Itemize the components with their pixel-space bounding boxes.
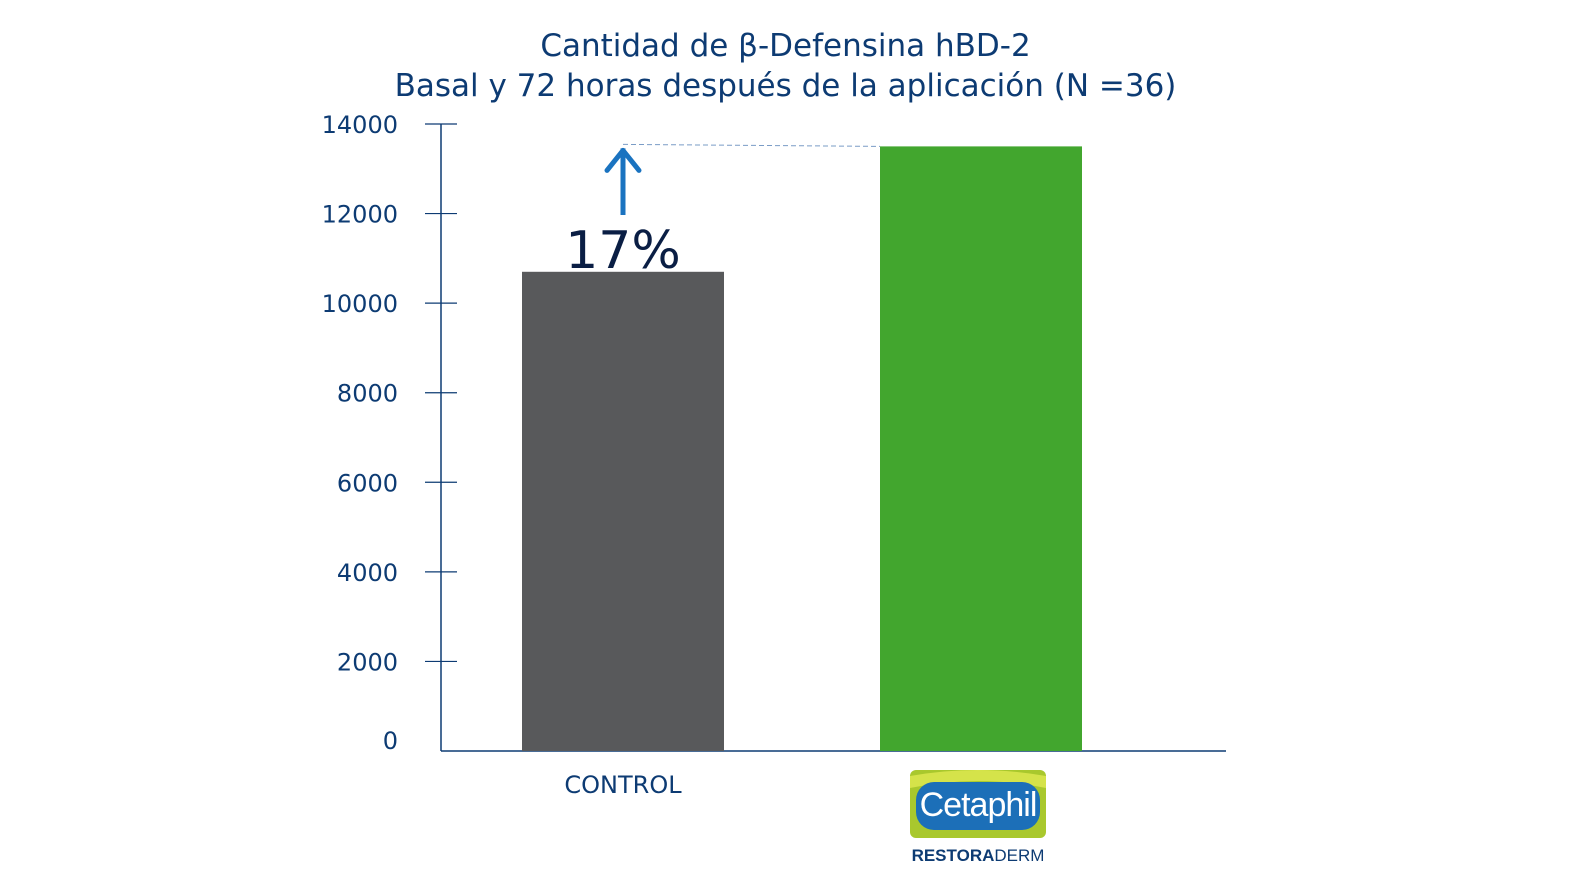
cetaphil-restoraderm-logo: Cetaphil RESTORADERM — [908, 770, 1048, 875]
chart-title: Cantidad de β-Defensina hBD-2 Basal y 72… — [0, 26, 1571, 106]
chart-axes: 0 2000 4000 6000 8000 10000 12000 14000 CONTROL — [322, 111, 1226, 799]
chart-bars — [522, 146, 1082, 752]
y-tick-label-14000: 14000 — [322, 111, 398, 139]
x-tick-label-control: CONTROL — [564, 771, 682, 799]
logo-brand-text: Cetaphil — [919, 786, 1038, 824]
y-tick-label-6000: 6000 — [337, 469, 398, 497]
chart-title-line-2: Basal y 72 horas después de la aplicació… — [394, 68, 1177, 104]
y-tick-label-8000: 8000 — [337, 380, 398, 408]
logo-badge-icon — [910, 770, 1046, 838]
logo-sub-light: DERM — [994, 846, 1045, 865]
chart-annotation: 17% — [565, 143, 881, 281]
logo-sub-text: RESTORADERM — [908, 846, 1048, 866]
percent-increase-label: 17% — [565, 221, 681, 281]
y-tick-label-4000: 4000 — [337, 559, 398, 587]
y-tick-label-0: 0 — [383, 727, 398, 755]
bar-0 — [522, 271, 724, 751]
y-tick-label-2000: 2000 — [337, 648, 398, 676]
increase-arrow-icon — [604, 147, 642, 173]
comparison-dashed-line — [622, 143, 881, 147]
bar-1 — [880, 146, 1082, 752]
chart-title-line-1: Cantidad de β-Defensina hBD-2 — [540, 28, 1031, 64]
y-tick-label-10000: 10000 — [322, 290, 398, 318]
y-tick-label-12000: 12000 — [322, 201, 398, 229]
logo-sub-bold: RESTORA — [911, 846, 995, 865]
